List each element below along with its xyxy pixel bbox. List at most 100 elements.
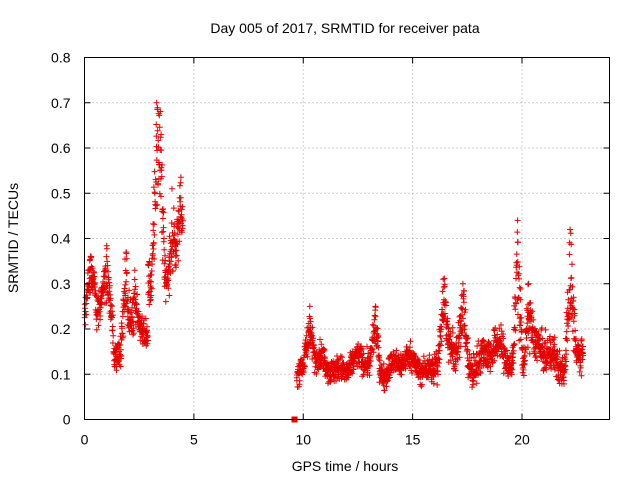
data-point — [104, 262, 111, 269]
data-point — [449, 324, 456, 331]
data-point — [538, 325, 545, 332]
data-point — [570, 318, 577, 325]
data-point — [419, 381, 425, 388]
data-point — [84, 294, 91, 301]
data-point — [310, 335, 317, 342]
data-point — [146, 301, 153, 308]
data-point — [525, 281, 531, 288]
data-point — [179, 225, 186, 232]
data-point — [464, 347, 471, 354]
data-point — [177, 174, 184, 181]
data-point — [444, 315, 451, 322]
data-point — [492, 325, 499, 331]
data-point — [371, 312, 378, 319]
data-point — [369, 321, 376, 328]
data-point — [459, 311, 465, 318]
data-point — [514, 217, 521, 224]
data-point — [527, 299, 534, 306]
data-point — [509, 366, 516, 373]
data-point — [466, 351, 473, 358]
data-point — [162, 257, 169, 264]
data-point — [441, 275, 448, 282]
data-point — [370, 349, 377, 356]
data-point — [130, 330, 137, 337]
data-point — [568, 274, 575, 281]
data-point — [158, 229, 165, 236]
data-point — [165, 277, 172, 284]
data-point — [105, 268, 111, 275]
data-point — [487, 363, 494, 370]
data-point — [565, 323, 572, 329]
y-tick-label: 0.3 — [51, 276, 71, 292]
data-point — [386, 374, 393, 381]
data-point — [349, 370, 356, 377]
data-point — [169, 267, 176, 274]
data-point — [102, 273, 109, 280]
data-point — [109, 303, 116, 310]
data-point — [177, 194, 184, 201]
data-point — [149, 242, 156, 249]
data-point — [153, 133, 160, 140]
data-point — [127, 310, 133, 316]
data-point — [514, 229, 521, 236]
data-point — [437, 342, 444, 349]
data-point — [310, 342, 317, 349]
data-point — [93, 326, 100, 333]
data-point — [132, 296, 139, 303]
data-point — [578, 349, 585, 356]
data-point — [158, 147, 165, 154]
data-point — [398, 371, 405, 378]
data-point — [158, 193, 164, 200]
data-point — [117, 342, 124, 348]
data-point — [321, 347, 328, 353]
data-point — [132, 283, 139, 290]
y-tick-label: 0.5 — [51, 185, 71, 201]
data-point — [513, 300, 520, 307]
data-point — [442, 302, 449, 309]
data-point — [569, 283, 576, 290]
data-point — [117, 346, 124, 353]
data-point — [456, 354, 463, 361]
data-point — [103, 253, 110, 260]
data-point — [515, 270, 522, 277]
data-point — [307, 318, 314, 325]
data-point — [515, 311, 521, 318]
data-point — [124, 269, 130, 276]
y-tick-label: 0.1 — [51, 366, 71, 382]
data-point — [543, 366, 550, 373]
data-point — [176, 182, 183, 189]
y-tick-label: 0.7 — [51, 95, 71, 111]
data-point — [462, 306, 469, 313]
data-point — [517, 322, 523, 329]
data-point — [436, 356, 443, 363]
data-point — [337, 353, 344, 360]
data-point — [498, 328, 505, 335]
grid — [84, 57, 610, 420]
data-point — [91, 273, 98, 280]
data-point — [158, 167, 165, 174]
data-point — [173, 261, 180, 268]
data-point — [516, 284, 523, 291]
data-point — [306, 303, 313, 310]
data-point — [97, 313, 104, 319]
data-point — [98, 295, 105, 302]
data-point — [468, 355, 475, 361]
data-point — [151, 221, 158, 228]
data-point — [438, 338, 445, 345]
data-point — [130, 318, 137, 325]
data-point — [154, 104, 161, 111]
data-point — [517, 336, 524, 343]
data-point — [440, 284, 447, 291]
data-point — [380, 382, 387, 389]
data-point — [160, 224, 167, 231]
data-point — [102, 300, 108, 307]
data-point — [522, 357, 528, 364]
data-point — [126, 287, 133, 294]
data-point — [148, 278, 155, 285]
data-point — [426, 352, 433, 359]
data-point — [563, 328, 570, 335]
data-point — [563, 335, 570, 342]
data-point — [437, 333, 444, 340]
data-point — [529, 308, 536, 315]
data-point — [155, 137, 162, 144]
